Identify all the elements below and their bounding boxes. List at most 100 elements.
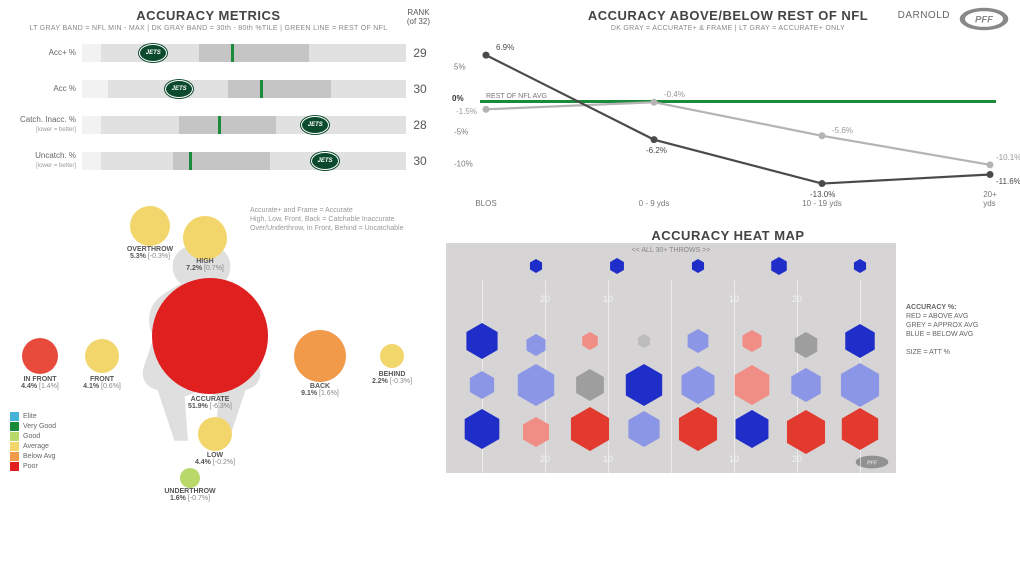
bubble-caption-1: Accurate+ and Frame = Accurate bbox=[250, 206, 430, 215]
rank-header: RANK bbox=[407, 8, 430, 17]
metric-row: Catch. Inacc. %[lower = better]JETS28 bbox=[10, 110, 434, 140]
heatmap-hex bbox=[770, 257, 788, 275]
heatmap-hex bbox=[784, 410, 828, 454]
line-chart: REST OF NFL AVG0%5%-5%-10%BLOS0 - 9 yds1… bbox=[486, 48, 990, 190]
bubble-label: BEHIND2.2% [-0.3%] bbox=[372, 371, 412, 385]
bubble bbox=[294, 330, 346, 382]
y-tick-label: -10% bbox=[454, 160, 473, 169]
heatmap-title: ACCURACY HEAT MAP bbox=[446, 228, 1010, 243]
heatmap-hex bbox=[637, 334, 651, 348]
yard-number: 10 bbox=[729, 294, 739, 304]
bubble-chart: Accurate+ and Frame = Accurate High, Low… bbox=[10, 186, 434, 486]
point-label: -1.5% bbox=[456, 107, 477, 116]
point-label: -0.4% bbox=[664, 90, 685, 99]
yard-number: 20 bbox=[540, 294, 550, 304]
heatmap: << ALL 30+ THROWS >> PFF 202010101010202… bbox=[446, 243, 896, 473]
y-tick-label: -5% bbox=[454, 127, 468, 136]
team-logo-icon: JETS bbox=[165, 80, 193, 98]
heatmap-hex bbox=[623, 364, 665, 406]
metric-row: Uncatch. %[lower = better] JETS 30 bbox=[10, 146, 434, 176]
heatmap-hex bbox=[609, 258, 625, 274]
metric-rank: 30 bbox=[406, 82, 434, 96]
legend-item: Good bbox=[10, 432, 56, 441]
heatmap-hex bbox=[691, 259, 705, 273]
heatmap-hex bbox=[581, 332, 599, 350]
legend-item: Elite bbox=[10, 412, 56, 421]
bubble bbox=[152, 278, 268, 394]
zero-label: 0% bbox=[452, 94, 464, 103]
heatmap-hex bbox=[793, 332, 819, 358]
bubble bbox=[22, 338, 58, 374]
heatmap-hex bbox=[468, 371, 496, 399]
heatmap-hex bbox=[568, 407, 612, 451]
heatmap-legend-size: SIZE = ATT % bbox=[906, 348, 1006, 357]
heatmap-subtitle: << ALL 30+ THROWS >> bbox=[446, 247, 896, 254]
legend-item: Below Avg bbox=[10, 452, 56, 461]
linechart-subtitle: DK GRAY = ACCURATE+ & FRAME | LT GRAY = … bbox=[446, 25, 1010, 32]
bubble-caption-2: High, Low, Front, Back = Catchable Inacc… bbox=[250, 215, 430, 224]
bubble-label: IN FRONT4.4% [1.4%] bbox=[21, 376, 59, 390]
rank-header-sub: (of 32) bbox=[407, 17, 430, 26]
bubble bbox=[180, 468, 200, 488]
metric-rank: 30 bbox=[406, 154, 434, 168]
metric-track: JETS bbox=[82, 116, 406, 134]
heatmap-hex bbox=[462, 409, 502, 449]
metric-track: JETS bbox=[82, 80, 406, 98]
heatmap-legend-title: ACCURACY %: bbox=[906, 303, 1006, 312]
heatmap-legend-red: RED = ABOVE AVG bbox=[906, 312, 1006, 321]
point-label: -10.1% bbox=[996, 153, 1020, 162]
bubble bbox=[198, 417, 232, 451]
yard-number: 10 bbox=[603, 294, 613, 304]
x-tick-label: 0 - 9 yds bbox=[639, 199, 670, 208]
metrics-list: Acc+ %JETS29Acc %JETS30Catch. Inacc. %[l… bbox=[10, 38, 434, 176]
heatmap-hex bbox=[789, 368, 823, 402]
player-name: DARNOLD bbox=[898, 10, 950, 21]
team-logo-icon: JETS bbox=[301, 116, 329, 134]
metric-rank: 28 bbox=[406, 118, 434, 132]
y-tick-label: 5% bbox=[454, 63, 466, 72]
legend-item: Very Good bbox=[10, 422, 56, 431]
bubble-label: UNDERTHROW1.6% [-0.7%] bbox=[164, 488, 215, 502]
bubble-label: HIGH7.2% [0.7%] bbox=[186, 258, 224, 272]
legend-item: Poor bbox=[10, 462, 56, 471]
heatmap-legend-blue: BLUE = BELOW AVG bbox=[906, 330, 1006, 339]
heatmap-hex bbox=[521, 417, 551, 447]
metric-label: Uncatch. %[lower = better] bbox=[10, 152, 82, 170]
heatmap-hex bbox=[843, 324, 877, 358]
heatmap-hex bbox=[626, 411, 662, 447]
legend-item: Average bbox=[10, 442, 56, 451]
heatmap-hex bbox=[839, 408, 881, 450]
bubble bbox=[85, 339, 119, 373]
svg-text:PFF: PFF bbox=[975, 14, 994, 25]
x-tick-label: BLOS bbox=[475, 199, 496, 208]
heatmap-hex bbox=[525, 334, 547, 356]
bubble-caption-3: Over/Underthrow, In Front, Behind = Unca… bbox=[250, 224, 430, 233]
heatmap-hex bbox=[529, 259, 543, 273]
metric-row: Acc %JETS30 bbox=[10, 74, 434, 104]
team-logo-icon: JETS bbox=[139, 44, 167, 62]
heatmap-hex bbox=[679, 366, 717, 404]
svg-text:PFF: PFF bbox=[867, 460, 878, 466]
accuracy-metrics-subtitle: LT GRAY BAND = NFL MIN - MAX | DK GRAY B… bbox=[10, 25, 407, 32]
bubble-label: BACK9.1% [1.6%] bbox=[301, 383, 339, 397]
heatmap-hex bbox=[732, 365, 772, 405]
bubble-label: OVERTHROW5.3% [-0.3%] bbox=[127, 246, 173, 260]
accuracy-metrics-title: ACCURACY METRICS bbox=[10, 8, 407, 23]
metric-row: Acc+ %JETS29 bbox=[10, 38, 434, 68]
bubble bbox=[183, 216, 227, 260]
point-label: -5.6% bbox=[832, 126, 853, 135]
yard-number: 10 bbox=[603, 454, 613, 464]
x-tick-label: 10 - 19 yds bbox=[802, 199, 842, 208]
heatmap-hex bbox=[574, 369, 606, 401]
heatmap-hex bbox=[853, 259, 867, 273]
heatmap-hex bbox=[733, 410, 771, 448]
metric-track: JETS bbox=[82, 44, 406, 62]
heatmap-hex bbox=[838, 363, 882, 407]
point-label: 6.9% bbox=[496, 43, 514, 52]
point-label: -11.6% bbox=[996, 177, 1020, 186]
team-logo-icon: JETS bbox=[311, 152, 339, 170]
heatmap-hex bbox=[686, 329, 710, 353]
bubble-label: ACCURATE51.9% [-6.3%] bbox=[188, 396, 232, 410]
point-label: -6.2% bbox=[646, 146, 667, 155]
heatmap-hex bbox=[515, 364, 557, 406]
